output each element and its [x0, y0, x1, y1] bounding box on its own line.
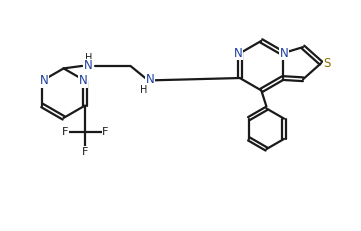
Text: N: N [146, 73, 155, 86]
Text: H: H [140, 85, 148, 94]
Text: F: F [102, 127, 109, 137]
Text: S: S [323, 57, 331, 70]
Text: F: F [62, 127, 68, 137]
Text: H: H [85, 53, 92, 63]
Text: N: N [234, 47, 243, 60]
Text: N: N [84, 59, 93, 73]
Text: N: N [280, 47, 289, 60]
Text: N: N [79, 74, 88, 87]
Text: F: F [82, 147, 88, 157]
Text: N: N [39, 74, 48, 87]
